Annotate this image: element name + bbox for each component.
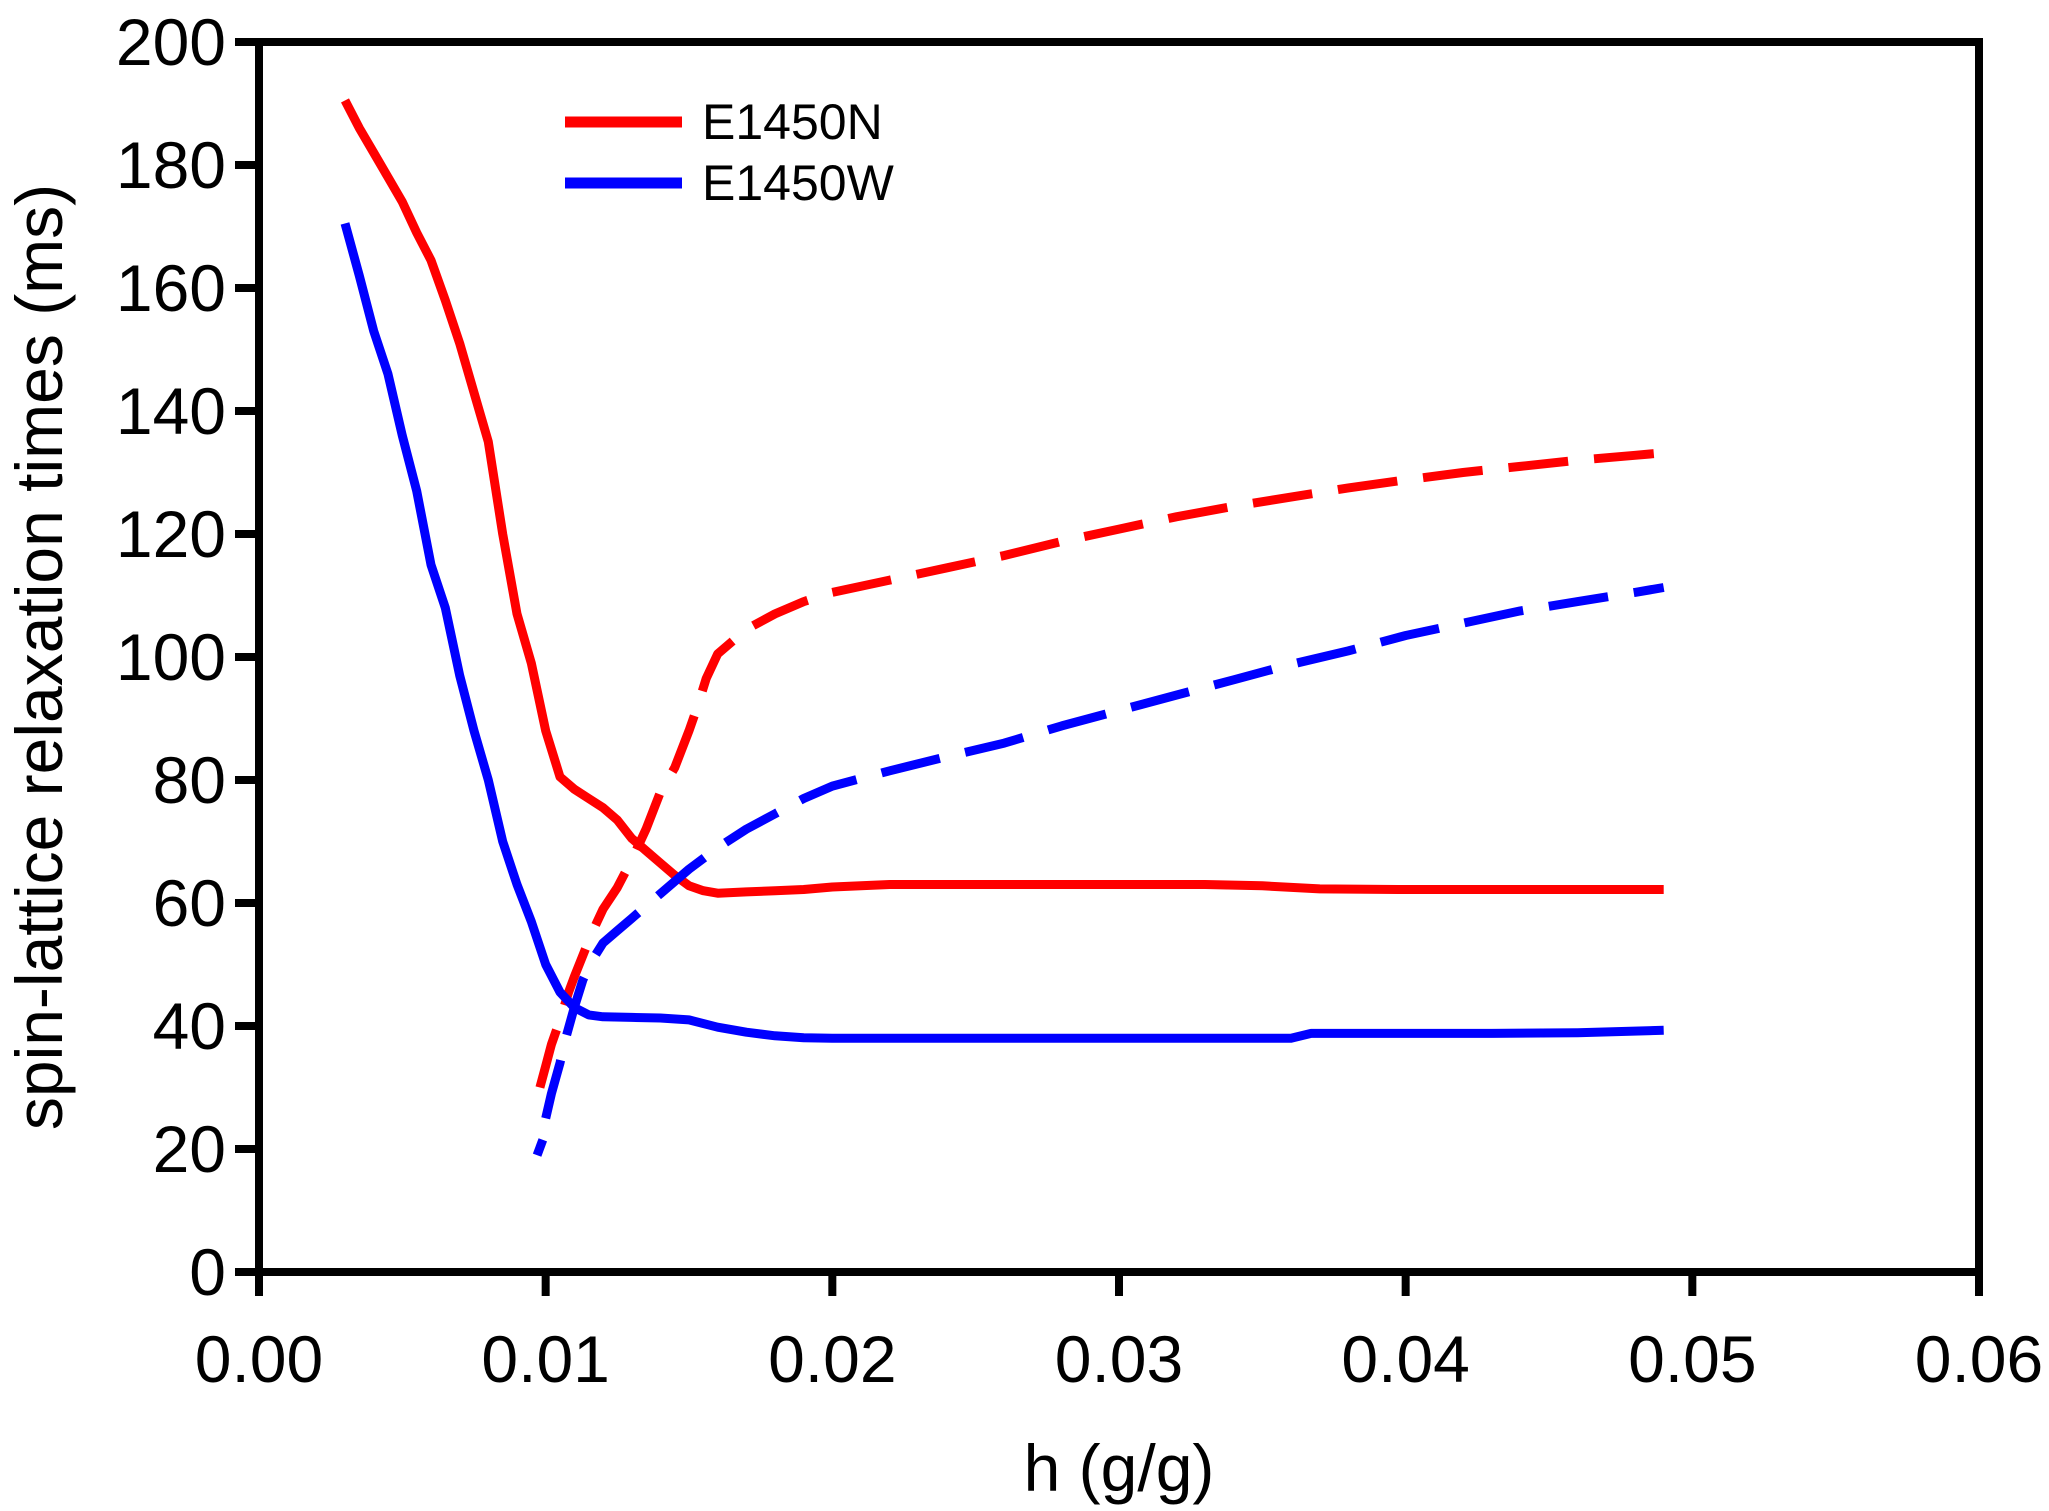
y-tick-label-180: 180: [116, 128, 226, 202]
legend-label-E1450N: E1450N: [702, 94, 883, 150]
y-tick-label-40: 40: [153, 989, 226, 1063]
plot-frame: [255, 38, 1983, 1276]
x-tick-label-0.04: 0.04: [1341, 1322, 1469, 1396]
y-tick-label-0: 0: [189, 1235, 226, 1309]
x-tick-label-0.03: 0.03: [1055, 1322, 1183, 1396]
y-tick-label-80: 80: [153, 743, 226, 817]
legend: E1450N E1450W: [565, 94, 895, 211]
y-tick-label-120: 120: [116, 497, 226, 571]
series-E1450W-dashed: [541, 583, 1665, 1120]
y-tick-label-160: 160: [116, 251, 226, 325]
legend-label-E1450W: E1450W: [702, 155, 895, 211]
series-E1450N-dashed: [535, 448, 1665, 1089]
x-axis-title: h (g/g): [1024, 1431, 1215, 1505]
x-tick-label-0.00: 0.00: [195, 1322, 323, 1396]
y-tick-label-200: 200: [116, 5, 226, 79]
y-tick-label-60: 60: [153, 866, 226, 940]
x-axis-ticks: 0.00 0.01 0.02 0.03 0.04 0.05 0.06: [195, 1272, 2043, 1396]
x-tick-label-0.06: 0.06: [1915, 1322, 2043, 1396]
y-tick-label-140: 140: [116, 374, 226, 448]
y-tick-label-20: 20: [153, 1112, 226, 1186]
y-axis-title: spin-lattice relaxation times (ms): [2, 184, 76, 1130]
data-series: [340, 98, 1665, 1157]
series-E1450N-solid: [341, 98, 1664, 898]
x-tick-label-0.01: 0.01: [481, 1322, 609, 1396]
series-E1450W-start-dot: [532, 1138, 548, 1157]
x-tick-label-0.05: 0.05: [1628, 1322, 1756, 1396]
x-tick-label-0.02: 0.02: [768, 1322, 896, 1396]
y-tick-label-100: 100: [116, 620, 226, 694]
y-axis-ticks: 0 20 40 60 80 100 120 140 160 180 200: [116, 5, 259, 1309]
series-E1450W-solid: [340, 222, 1664, 1043]
